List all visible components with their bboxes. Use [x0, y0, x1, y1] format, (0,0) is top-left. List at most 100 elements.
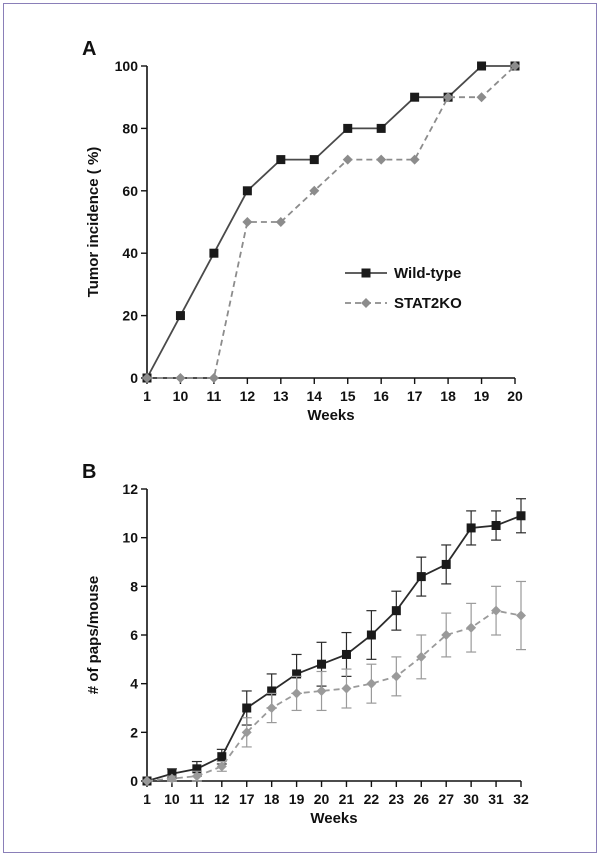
data-point [491, 605, 502, 616]
x-tick-label: 27 [438, 791, 454, 807]
data-point [441, 559, 451, 569]
x-tick-label: 10 [164, 791, 180, 807]
x-tick-label: 18 [440, 388, 456, 404]
y-tick-label: 0 [130, 773, 138, 789]
data-point [192, 764, 202, 774]
x-tick-label: 12 [240, 388, 256, 404]
x-tick-label: 26 [413, 791, 429, 807]
x-axis-title: Weeks [310, 810, 357, 827]
x-tick-label: 23 [389, 791, 405, 807]
data-point [292, 669, 302, 679]
x-tick-label: 16 [373, 388, 389, 404]
y-tick-label: 100 [115, 58, 139, 74]
data-point [443, 92, 454, 103]
x-tick-label: 11 [207, 388, 222, 404]
data-point [242, 703, 252, 713]
data-point [217, 752, 227, 762]
x-tick-label: 31 [488, 791, 504, 807]
figure-frame: A 0 20 40 60 80 100 1 10 11 12 13 14 15 16 17 18 19 20 Week… [3, 3, 597, 853]
y-tick-label: 4 [130, 676, 138, 692]
data-point [441, 630, 452, 640]
y-tick-label: 20 [122, 308, 138, 324]
data-point [309, 155, 319, 165]
x-tick-label: 18 [264, 791, 280, 807]
data-point [343, 123, 353, 133]
data-point [209, 248, 219, 258]
x-tick-label: 15 [340, 388, 356, 404]
data-point [410, 92, 420, 102]
data-point [191, 771, 202, 782]
y-axis-title: # of paps/mouse [85, 576, 102, 694]
data-point [175, 311, 185, 321]
y-tick-label: 10 [122, 530, 138, 546]
data-point [309, 185, 320, 196]
x-tick-label: 21 [339, 791, 355, 807]
data-point [376, 154, 387, 165]
x-tick-label: 12 [214, 791, 230, 807]
data-point [142, 373, 152, 383]
legend-label: Wild-type [394, 265, 461, 282]
x-tick-label: 19 [289, 791, 305, 807]
data-point [142, 776, 152, 786]
y-tick-label: 60 [122, 183, 138, 199]
y-tick-label: 6 [130, 627, 138, 643]
x-tick-label: 22 [364, 791, 380, 807]
data-point [317, 659, 327, 669]
data-point [242, 217, 253, 227]
data-point [341, 649, 351, 659]
y-tick-label: 8 [130, 578, 138, 594]
x-tick-label: 19 [474, 388, 490, 404]
data-point [342, 154, 353, 165]
x-tick-label: 11 [189, 791, 204, 807]
y-tick-label: 0 [130, 370, 138, 386]
data-point [409, 154, 420, 165]
y-tick-label: 2 [130, 724, 138, 740]
data-point [166, 773, 177, 784]
panel-letter: A [82, 38, 96, 60]
data-point [510, 61, 520, 71]
x-tick-label: 30 [463, 791, 479, 807]
series-line [146, 609, 522, 782]
x-tick-label: 13 [273, 388, 289, 404]
data-point [266, 703, 277, 713]
data-point [241, 727, 252, 738]
data-point [491, 521, 501, 530]
x-tick-label: 1 [143, 791, 151, 807]
data-point [291, 688, 302, 699]
data-point [516, 610, 526, 621]
legend-label: STAT2KO [394, 295, 462, 312]
series-line [146, 514, 522, 782]
data-point [316, 685, 327, 696]
x-tick-label: 10 [173, 388, 189, 404]
data-point [216, 761, 227, 772]
data-point [276, 155, 286, 165]
x-tick-label: 20 [507, 388, 523, 404]
data-point [477, 61, 487, 71]
panel-letter: B [82, 461, 96, 483]
data-point [416, 651, 427, 662]
legend-marker [361, 268, 371, 278]
data-point [516, 511, 526, 521]
x-tick-label: 17 [407, 388, 423, 404]
data-point [476, 92, 487, 103]
data-point [267, 686, 277, 696]
x-tick-label: 17 [239, 791, 255, 807]
x-tick-label: 1 [143, 388, 151, 404]
series-line [147, 65, 516, 379]
data-point [208, 373, 219, 383]
data-point [391, 671, 402, 682]
x-tick-label: 32 [513, 791, 529, 807]
y-tick-label: 12 [122, 481, 138, 497]
x-tick-label: 20 [314, 791, 330, 807]
data-point [366, 630, 376, 640]
data-point [341, 683, 352, 694]
data-point [366, 678, 377, 689]
x-axis-title: Weeks [307, 407, 354, 424]
series-line [146, 65, 515, 379]
y-tick-label: 80 [122, 120, 138, 136]
data-point [275, 217, 286, 227]
data-point [391, 606, 401, 616]
data-point [242, 186, 252, 196]
data-point [466, 523, 476, 533]
